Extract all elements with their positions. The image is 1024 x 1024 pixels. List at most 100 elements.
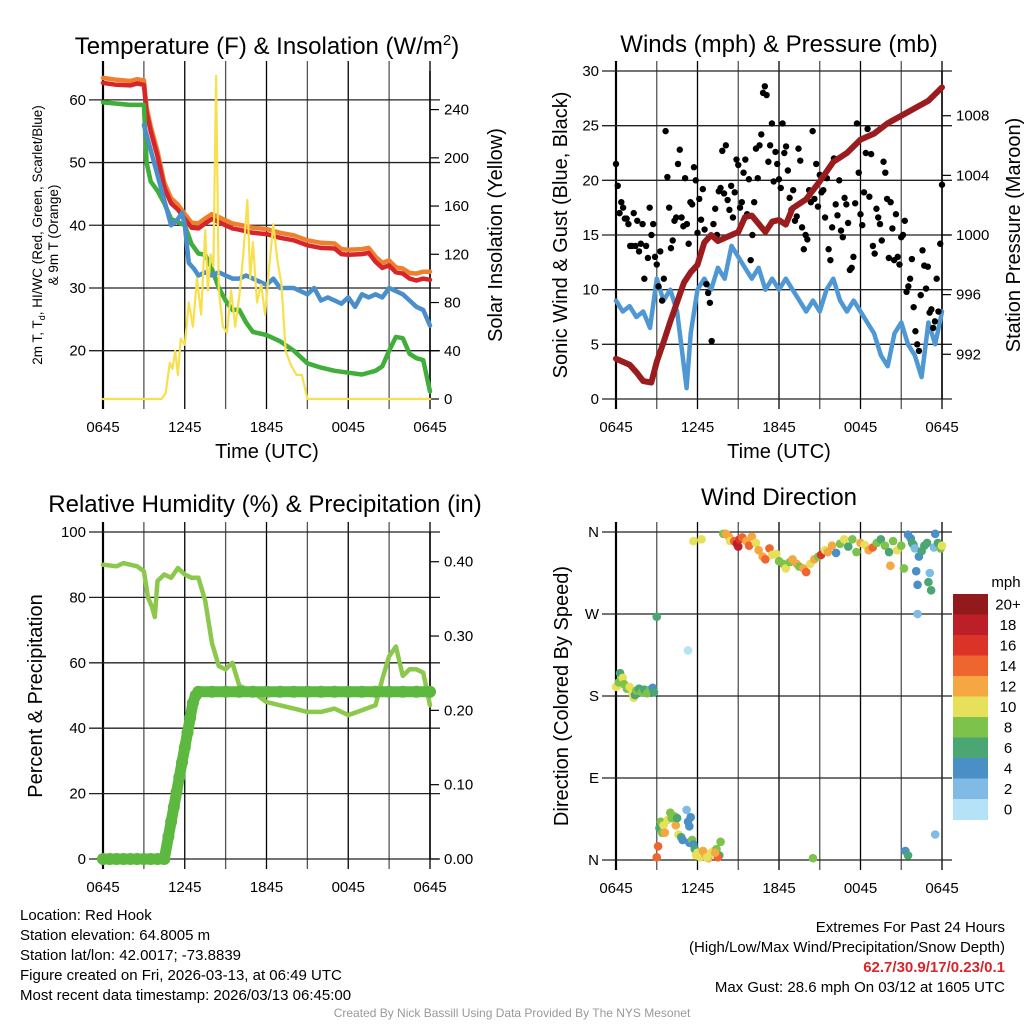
gust-point [869, 242, 877, 250]
wind-y-tick-label: 15 [582, 227, 599, 244]
wind-direction-point [930, 830, 940, 839]
gust-point [905, 283, 912, 290]
precipitation-point [301, 685, 314, 698]
wind-y2-tick-label: 1000 [956, 227, 989, 244]
wind-y-tick-label: 0 [591, 391, 599, 408]
precipitation-point [233, 685, 246, 698]
gust-point [915, 347, 923, 355]
wind-direction-point [781, 564, 791, 573]
precipitation-point [184, 711, 197, 724]
wind-y2-tick-label: 1004 [956, 167, 989, 184]
wind-direction-point [771, 549, 781, 559]
gust-point [929, 324, 937, 332]
gust-point [919, 247, 926, 254]
precipitation-point [173, 771, 186, 784]
gust-point [798, 224, 806, 231]
speed-legend-label: 4 [1004, 760, 1012, 777]
rh-y-tick-label: 20 [69, 786, 86, 803]
speed-legend-swatch [953, 758, 988, 779]
rh-x-tick-label: 0645 [413, 879, 446, 896]
sonic-wind-line [613, 243, 945, 391]
gust-point [828, 224, 836, 231]
precipitation-point [287, 685, 300, 698]
gust-point [809, 127, 816, 135]
precipitation-point [170, 786, 183, 799]
gust-point [777, 184, 784, 192]
gust-point [742, 156, 749, 163]
gust-point [651, 253, 659, 261]
temp-x-tick-label: 0645 [86, 419, 119, 436]
gust-point [821, 214, 829, 221]
gust-point [820, 186, 827, 194]
gust-point [722, 142, 730, 149]
wind-direction-point [751, 538, 761, 548]
gust-point [683, 220, 691, 228]
gust-point [850, 253, 857, 261]
gust-point [913, 341, 921, 348]
gust-point [797, 157, 804, 164]
wind-direction-point [689, 536, 698, 546]
wind-direction-point [683, 646, 693, 655]
speed-legend-label: 16 [1000, 637, 1017, 654]
precipitation-point [342, 685, 355, 698]
speed-legend-swatch [953, 655, 988, 677]
gust-point [772, 148, 779, 156]
wind-direction-point [697, 534, 706, 544]
gust-point [844, 219, 852, 227]
wind-direction-point [886, 561, 895, 571]
gust-point [756, 142, 763, 149]
wind-y2-tick-label: 992 [956, 346, 981, 363]
temp-y2-tick-label: 80 [444, 295, 461, 312]
speed-legend-label: 2 [1004, 781, 1012, 798]
wind-x-tick-label: 0045 [844, 419, 877, 436]
rh-y-tick-label: 0 [78, 851, 86, 868]
speed-legend-swatch [953, 799, 988, 820]
gust-point [710, 220, 717, 228]
temp-y2-tick-label: 240 [444, 102, 469, 119]
wind-chill-line [141, 122, 433, 328]
wind-direction-point [747, 532, 757, 541]
gust-point [674, 160, 682, 168]
gust-point [786, 194, 793, 202]
wind-direction-point [702, 852, 712, 862]
wind-direction-point [884, 547, 894, 557]
wind-direction-point [823, 547, 833, 557]
wind-direction-point [876, 534, 886, 544]
gust-point [928, 306, 935, 313]
gust-point [618, 199, 625, 206]
gust-point [745, 176, 753, 183]
temp-y2-tick-label: 200 [444, 150, 469, 167]
gust-point [634, 217, 641, 224]
wind-chart-title: Winds (mph) & Pressure (mb) [620, 31, 937, 58]
temp-x-tick-label: 0645 [413, 419, 446, 436]
wind-direction-chart-title: Wind Direction [701, 484, 857, 511]
gust-point [657, 248, 664, 255]
gust-point [688, 201, 696, 208]
gust-point [719, 147, 726, 155]
precipitation-point [410, 685, 423, 698]
gust-point [827, 256, 834, 264]
speed-legend-title: mph [991, 574, 1020, 591]
gust-point [699, 185, 707, 193]
speed-legend-label: 6 [1004, 740, 1012, 757]
precipitation-point [192, 685, 205, 698]
speed-legend-label: 8 [1004, 719, 1012, 736]
precipitation-point [167, 800, 180, 813]
speed-legend-label: 20+ [995, 596, 1021, 613]
gust-point [931, 318, 939, 325]
gust-point [726, 206, 733, 214]
wind-y-tick-label: 10 [582, 282, 599, 299]
gust-point [770, 178, 777, 185]
gust-point [784, 167, 792, 174]
gust-point [766, 142, 774, 149]
precipitation-point [246, 685, 259, 698]
gust-point [673, 214, 680, 221]
gust-point [774, 160, 781, 168]
wind-y-tick-label: 20 [582, 172, 599, 189]
gust-point [662, 127, 669, 135]
gust-point [859, 221, 866, 229]
precipitation-point [260, 685, 273, 698]
gust-point [781, 149, 788, 157]
station-info: Location: Red Hook Station elevation: 64… [20, 906, 351, 1006]
precipitation-point [396, 685, 409, 698]
